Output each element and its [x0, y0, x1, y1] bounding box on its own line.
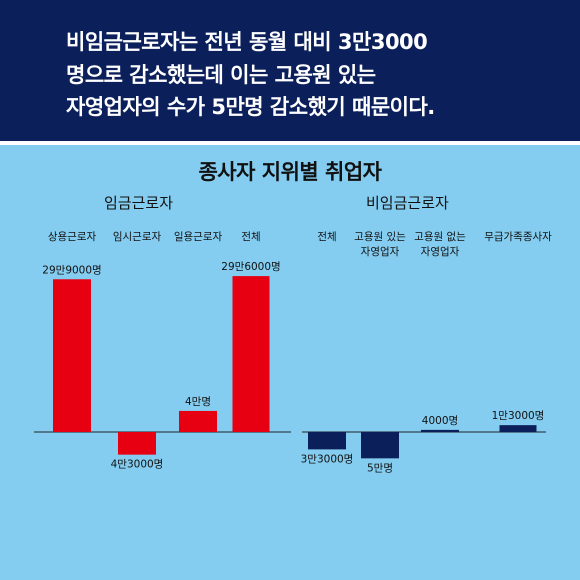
nonwage-bar-0 [308, 432, 346, 450]
nonwage-bar-2 [421, 429, 459, 432]
nonwage-value-label-3: 1만3000명 [492, 410, 545, 422]
nonwage-value-label-1: 5만명 [367, 462, 393, 474]
nonwage-bar-1 [361, 432, 399, 459]
header-divider [0, 141, 580, 145]
nonwage-value-label-2: 4000명 [422, 415, 458, 427]
wage-bar-3 [232, 276, 270, 432]
wage-category-label-3: 전체 [241, 231, 260, 243]
wage-value-label-3: 29만6000명 [221, 261, 280, 273]
nonwage-category-label-0: 전체 [317, 231, 336, 243]
headline-line-1: 비임금근로자는 전년 동월 대비 3만3000 [66, 30, 428, 54]
nonwage-category-label-3: 무급가족종사자 [484, 231, 552, 243]
nonwage-bar-3 [499, 425, 537, 432]
wage-category-label-0: 상용근로자 [48, 231, 97, 243]
wage-bar-1 [118, 432, 156, 455]
nonwage-value-label-0: 3만3000명 [301, 453, 354, 465]
wage-category-label-1: 임시근로자 [113, 230, 162, 243]
headline-line-3: 자영업자의 수가 5만명 감소했기 때문이다. [66, 95, 435, 119]
nonwage-group-title: 비임금근로자 [366, 194, 449, 212]
nonwage-category-label-1: 고용원 있는 자영업자 [354, 231, 406, 258]
chart-title: 종사자 지위별 취업자 [198, 160, 382, 184]
headline-line-2: 명으로 감소했는데 이는 고용원 있는 [66, 63, 376, 87]
wage-group-title: 임금근로자 [104, 194, 174, 212]
nonwage-category-label-2: 고용원 없는 자영업자 [414, 230, 466, 258]
wage-value-label-2: 4만명 [185, 396, 211, 408]
wage-value-label-0: 29만9000명 [42, 264, 101, 276]
wage-bar-0 [53, 279, 91, 432]
wage-category-label-2: 일용근로자 [174, 230, 223, 243]
wage-bar-2 [179, 410, 217, 432]
headline-banner: 비임금근로자는 전년 동월 대비 3만3000 명으로 감소했는데 이는 고용원… [0, 0, 580, 141]
wage-value-label-1: 4만3000명 [111, 459, 164, 471]
